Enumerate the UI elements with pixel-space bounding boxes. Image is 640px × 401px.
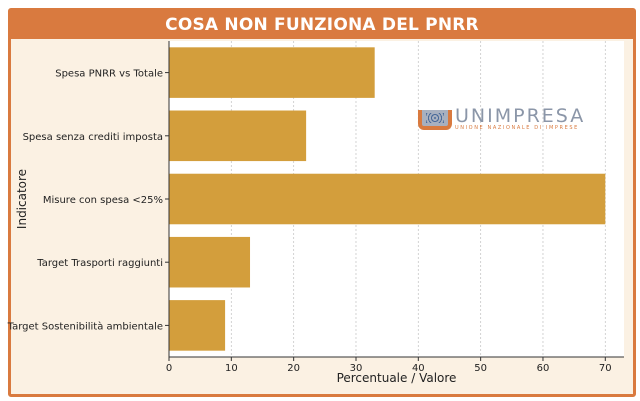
title-bar: COSA NON FUNZIONA DEL PNRR xyxy=(11,11,633,39)
category-label: Target Sostenibilità ambientale xyxy=(7,320,163,332)
unimpresa-logo: UNIMPRESA UNIONE NAZIONALE DI IMPRESE xyxy=(418,105,586,132)
x-tick-label: 50 xyxy=(474,363,487,374)
logo-subtitle: UNIONE NAZIONALE DI IMPRESE xyxy=(455,125,579,131)
bar xyxy=(169,110,307,162)
category-label: Spesa senza crediti imposta xyxy=(23,132,163,143)
x-tick-label: 60 xyxy=(537,363,550,374)
category-label: Target Trasporti raggiunti xyxy=(36,258,163,269)
x-tick-label: 0 xyxy=(166,363,172,374)
x-tick-label: 10 xyxy=(225,363,238,374)
category-label: Misure con spesa <25% xyxy=(43,195,163,206)
bar xyxy=(169,47,375,98)
logo-mark-icon xyxy=(418,110,452,130)
x-tick-label: 70 xyxy=(599,363,612,374)
x-tick-label: 30 xyxy=(350,363,363,374)
logo-name: UNIMPRESA xyxy=(455,105,586,127)
x-tick-label: 20 xyxy=(287,363,300,374)
x-tick-label: 40 xyxy=(412,363,425,374)
y-axis-label: Indicatore xyxy=(15,169,29,229)
chart-title: COSA NON FUNZIONA DEL PNRR xyxy=(165,15,479,35)
bar xyxy=(169,300,226,351)
category-label: Spesa PNRR vs Totale xyxy=(55,69,163,80)
x-axis-label: Percentuale / Valore xyxy=(337,371,457,385)
bar xyxy=(169,236,251,288)
bar xyxy=(169,173,606,225)
